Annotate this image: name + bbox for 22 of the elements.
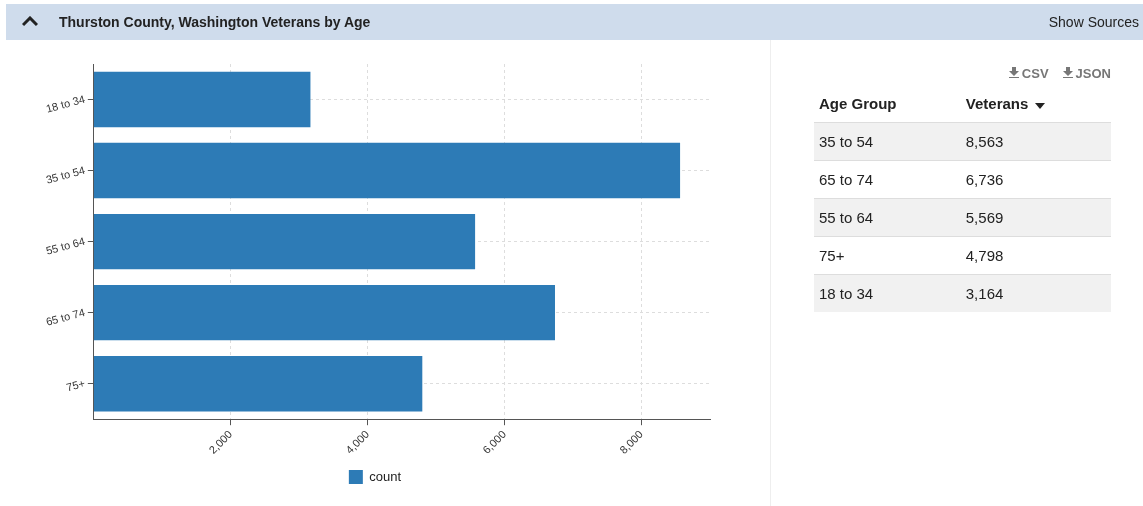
text: Show Sources [1048, 14, 1139, 30]
text: 5,569 [965, 209, 1004, 226]
text: CSV [1020, 66, 1049, 81]
text: JSON [1074, 66, 1111, 81]
y-tick-label: 75+ [64, 376, 87, 394]
chart-title: Thurston County, Washington Veterans by Age [59, 14, 371, 30]
text: Veterans [964, 93, 1030, 114]
y-tick-label: 65 to 74 [44, 305, 87, 328]
text: 6,736 [965, 171, 1004, 188]
category-label: 18 to 34 [814, 274, 961, 312]
text: Age Group [818, 93, 898, 114]
category-label: 75+ [814, 236, 961, 275]
category-label: 55 to 64 [814, 198, 961, 237]
text: 3,164 [965, 285, 1004, 302]
category-label: 65 to 74 [814, 160, 961, 199]
y-tick-label: 18 to 34 [44, 92, 87, 115]
y-tick-label: 35 to 54 [44, 163, 87, 186]
legend-label: count [369, 468, 402, 484]
text: 4,798 [965, 247, 1004, 264]
y-tick-label: 55 to 64 [44, 234, 87, 257]
text: 8,563 [965, 133, 1004, 150]
category-label: 35 to 54 [814, 122, 961, 161]
